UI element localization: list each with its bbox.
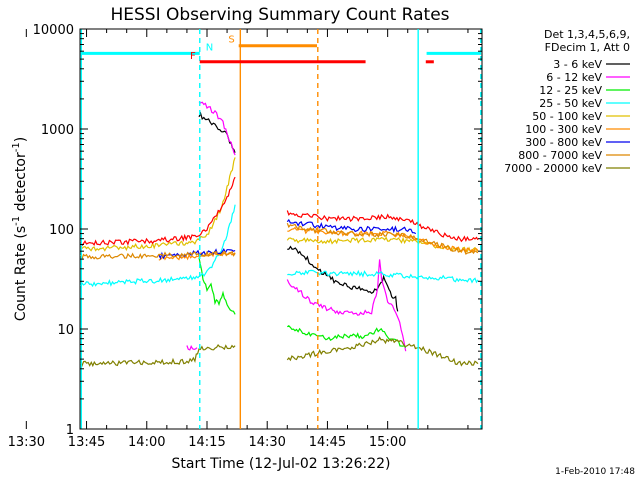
legend-label-6: 300 - 800 keV (525, 136, 602, 149)
x-tick-label-4: 14:30 (248, 435, 285, 450)
series-line-800-7000-kev-seg0 (79, 250, 236, 261)
legend-label-7: 800 - 7000 keV (518, 149, 602, 162)
y-tick-label-4: 10000 (33, 23, 74, 38)
series-line-7000-20000-kev-seg1 (286, 336, 479, 367)
legend-label-4: 50 - 100 keV (532, 110, 602, 123)
x-tick-label-0: 13:30 (8, 435, 45, 450)
series-line-50-100-kev-seg0 (80, 157, 236, 252)
series-line-unlabeled-seg0 (79, 176, 236, 247)
flag-label-f: F (190, 51, 196, 62)
series-line-25-50-kev-seg0 (79, 204, 236, 288)
series-line-100-300-kev-seg0 (158, 250, 236, 261)
series-line-6-12-kev-seg0 (186, 345, 198, 351)
series-line-7000-20000-kev-seg0 (79, 344, 236, 368)
footer-timestamp: 1-Feb-2010 17:48 (555, 467, 635, 477)
series-line-25-50-kev-seg1 (287, 269, 479, 284)
flag-label-n: N (206, 42, 213, 53)
legend-header-1: FDecim 1, Att 0 (545, 41, 630, 54)
series-line-300-800-kev-seg0 (158, 247, 236, 260)
x-tick-label-5: 14:45 (309, 435, 346, 450)
axes: 1 10 100 1000 10000 13:30 13:45 14:00 14:15 14:30… (8, 23, 482, 450)
legend-header-0: Det 1,3,4,5,6,9, (544, 28, 630, 41)
legend: Det 1,3,4,5,6,9,FDecim 1, Att 0 3 - 6 keV… (504, 28, 630, 175)
x-tick-label-1: 13:45 (68, 435, 105, 450)
legend-label-3: 25 - 50 keV (539, 97, 602, 110)
y-axis-label: Count Rate (s-1 detector-1) (11, 137, 29, 321)
flag-label-s: S (228, 35, 234, 46)
legend-label-0: 3 - 6 keV (553, 58, 602, 71)
legend-label-2: 12 - 25 keV (539, 84, 602, 97)
x-tick-label-3: 14:15 (188, 435, 225, 450)
y-tick-label-0: 1 (66, 423, 74, 438)
series-line-12-25-kev-seg0 (198, 257, 236, 315)
series-line-50-100-kev-seg1 (286, 236, 479, 253)
series-line-6-12-kev-seg1 (198, 101, 236, 156)
y-tick-label-2: 100 (49, 223, 74, 238)
series-traces (79, 101, 479, 368)
series-line-300-800-kev-seg1 (286, 218, 417, 235)
legend-label-1: 6 - 12 keV (546, 71, 602, 84)
y-tick-label-3: 1000 (41, 123, 74, 138)
chart-title: HESSI Observing Summary Count Rates (110, 5, 449, 25)
observing-flags: N S F (80, 29, 482, 429)
series-line-unlabeled-seg1 (286, 210, 479, 243)
legend-label-5: 100 - 300 keV (525, 123, 602, 136)
legend-label-8: 7000 - 20000 keV (504, 162, 602, 175)
series-line-800-7000-kev-seg1 (286, 222, 479, 255)
y-tick-label-1: 10 (57, 323, 74, 338)
x-tick-label-2: 14:00 (128, 435, 165, 450)
x-axis-label: Start Time (12-Jul-02 13:26:22) (171, 456, 390, 472)
x-tick-label-6: 15:00 (369, 435, 406, 450)
series-line-12-25-kev-seg1 (286, 325, 407, 349)
series-line-6-12-kev-seg2 (286, 259, 407, 352)
series-line-3-6-kev-seg0 (198, 111, 236, 153)
